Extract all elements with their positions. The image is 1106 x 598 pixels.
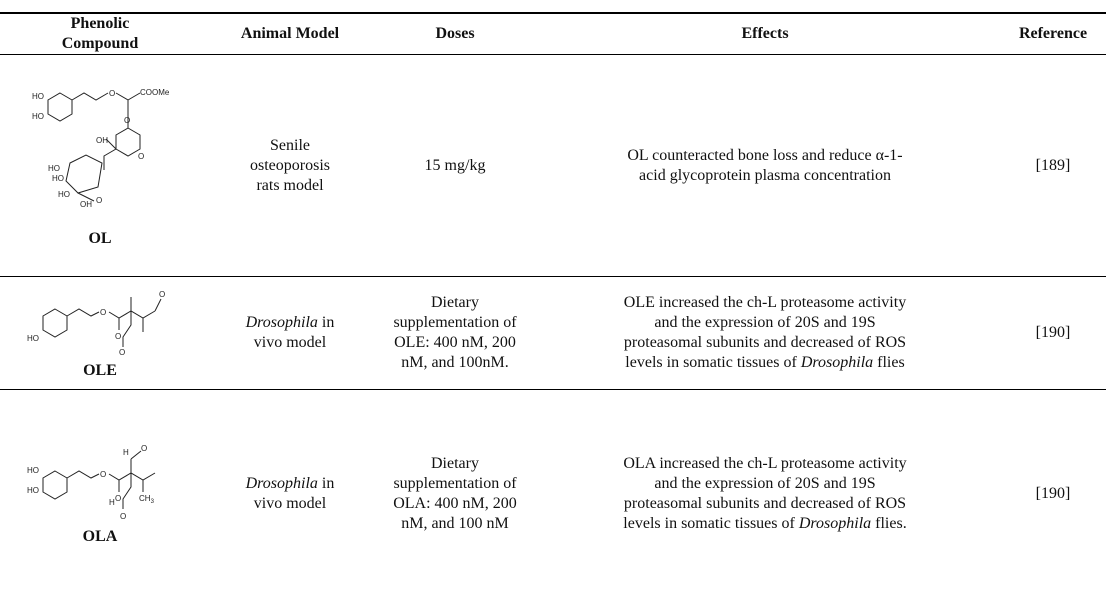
header-cell: Phenolic Compound	[0, 12, 200, 55]
text: OLA increased the ch-L proteasome activi…	[623, 454, 907, 532]
text: flies.	[871, 514, 907, 532]
atom-label: HO	[32, 112, 44, 121]
cell: OLA increased the ch-L proteasome activi…	[530, 390, 1000, 598]
cell: 15 mg/kg	[380, 54, 530, 277]
atom-label: HO	[32, 92, 44, 101]
atom-label: CH3	[139, 494, 155, 505]
text: flies	[873, 354, 905, 371]
atom-label: O	[115, 332, 121, 341]
compound-name: OLE	[83, 362, 117, 379]
header-row: Phenolic Compound Animal Model Doses Eff…	[0, 12, 1106, 55]
row: HO HO O O H O CH3 H O OLA Drosophila in …	[0, 390, 1106, 598]
cell: Dietary supplementation of OLA: 400 nM, …	[380, 390, 530, 598]
cell: Dietary supplementation of OLE: 400 nM, …	[380, 276, 530, 390]
atom-label: CH	[139, 494, 151, 503]
compound-cell: HO HO O O H O CH3 H O OLA	[0, 390, 200, 598]
text: Drosophila	[245, 314, 318, 331]
atom-label: O	[109, 89, 115, 98]
text: Drosophila	[798, 514, 872, 532]
atom-label: HO	[27, 334, 39, 343]
text: OLE increased the ch-L proteasome activi…	[623, 294, 907, 371]
atom-label: H	[123, 448, 129, 457]
atom-label: O	[96, 196, 102, 205]
atom-label: O	[119, 348, 125, 355]
text: Drosophila	[800, 354, 874, 371]
cell: Drosophila in vivo model	[200, 276, 380, 390]
atom-label: HO	[52, 174, 64, 183]
compound-cell: HO O O O O OLE	[0, 276, 200, 390]
cell: [190]	[1035, 484, 1071, 502]
cell: Senile osteoporosis rats model	[200, 54, 380, 277]
cell: [189]	[1000, 54, 1106, 277]
text: in vivo model	[253, 314, 335, 351]
cell: OLE increased the ch-L proteasome activi…	[530, 276, 1000, 390]
header-cell: Reference	[1000, 12, 1106, 55]
cell: Drosophila in vivo model	[200, 390, 380, 598]
compound-cell: HO HO O O COOMe OH O HO HO HO OH O OL	[0, 54, 200, 277]
atom-label: O	[124, 116, 130, 125]
text: Drosophila	[245, 474, 318, 492]
table: Phenolic Compound Animal Model Doses Eff…	[0, 12, 1106, 598]
atom-label: O	[100, 470, 106, 479]
structure: HO HO O O COOMe OH O HO HO HO OH O	[32, 88, 170, 209]
text: Senile osteoporosis rats model	[250, 136, 330, 194]
text: Dietary supplementation of OLA: 400 nM, …	[393, 454, 517, 532]
atom-label: O	[141, 444, 147, 453]
compound-name: OL	[88, 229, 112, 247]
atom-label: O	[159, 290, 165, 299]
cell: OL counteracted bone loss and reduce α-1…	[530, 54, 1000, 277]
atom-label: H	[109, 498, 115, 507]
structure: HO O O O O	[27, 290, 165, 355]
compound-name: OLA	[82, 527, 118, 545]
atom-label: O	[138, 152, 144, 161]
text: in vivo model	[253, 474, 335, 512]
atom-label: COOMe	[140, 88, 170, 97]
header-cell: Animal Model	[200, 12, 380, 55]
atom-label: OH	[80, 200, 92, 209]
text: OL counteracted bone loss and reduce α-1…	[627, 146, 903, 184]
text: 15 mg/kg	[424, 156, 486, 174]
atom-label: O	[115, 494, 121, 503]
row: HO O O O O OLE Drosophila in vivo model …	[0, 276, 1106, 390]
atom-label: HO	[58, 190, 70, 199]
atom-label: 3	[151, 499, 155, 505]
row: HO HO O O COOMe OH O HO HO HO OH O OL Se…	[0, 54, 1106, 277]
structure: HO HO O O H O CH3 H O	[27, 444, 156, 521]
header-cell: Doses	[380, 12, 530, 55]
atom-label: HO	[27, 486, 39, 495]
atom-label: O	[100, 308, 106, 317]
atom-label: OH	[96, 136, 108, 145]
text: Dietary supplementation of OLE: 400 nM, …	[393, 294, 517, 371]
atom-label: HO	[48, 164, 60, 173]
atom-label: O	[120, 512, 126, 521]
cell: [190]	[1000, 276, 1106, 390]
header-cell: Effects	[530, 12, 1000, 55]
atom-label: HO	[27, 466, 39, 475]
